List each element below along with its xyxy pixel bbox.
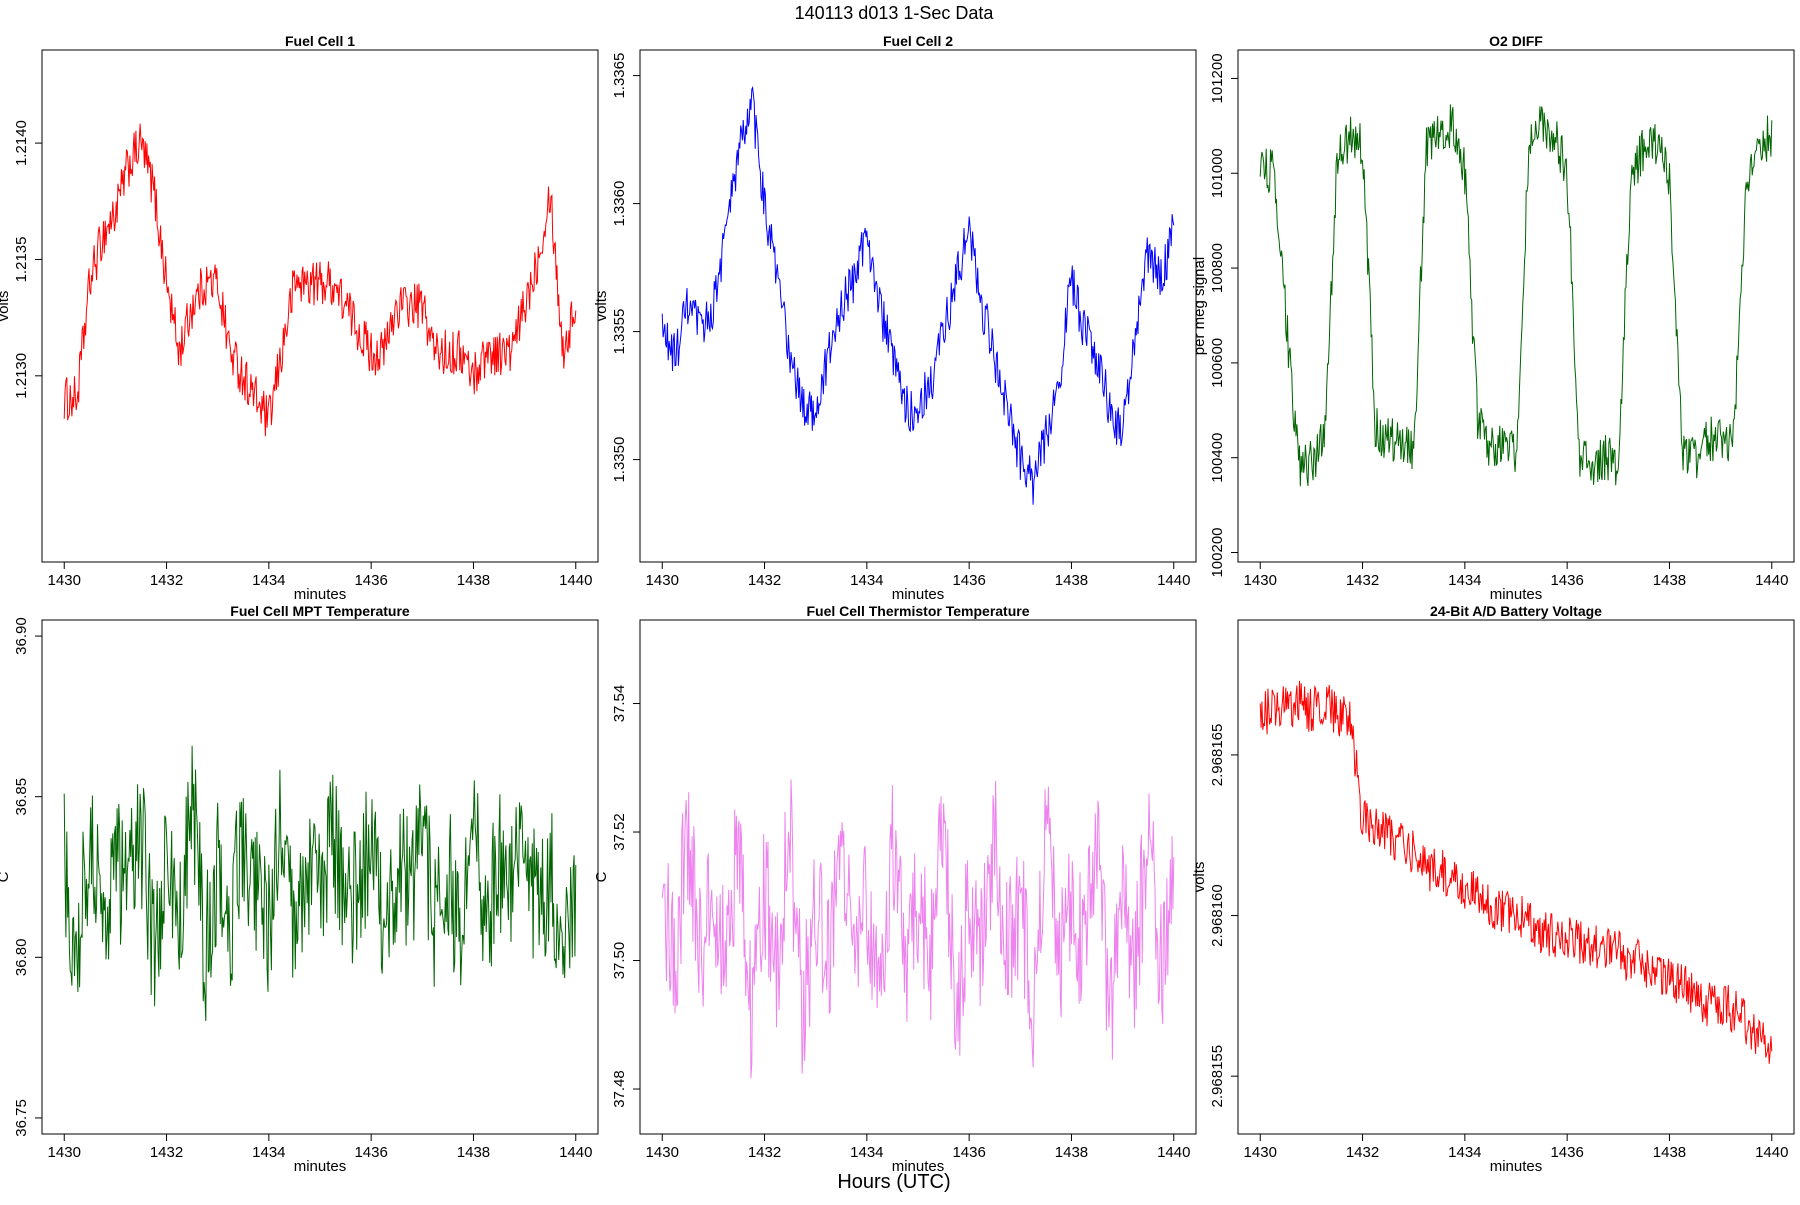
panel-title: Fuel Cell 1 — [285, 33, 355, 49]
y-tick-label: 100400 — [1209, 433, 1226, 483]
y-tick-label: 36.85 — [13, 778, 30, 816]
series-line — [661, 85, 1175, 505]
x-tick-label: 1440 — [1755, 572, 1788, 589]
x-tick-label: 1434 — [850, 572, 883, 589]
chart-panel-5: Fuel Cell Thermistor Temperature 1430 1432… — [593, 603, 1197, 1175]
panel-title: Fuel Cell 2 — [883, 33, 953, 49]
y-tick-label: 100600 — [1209, 338, 1226, 388]
figure-xlabel: Hours (UTC) — [837, 1171, 950, 1193]
x-tick-label: 1434 — [252, 572, 285, 589]
x-tick-label: 1434 — [252, 1144, 285, 1161]
x-axis-label: minutes — [892, 1158, 945, 1175]
y-tick-label: 37.50 — [611, 942, 628, 980]
y-tick-label: 2.968155 — [1209, 1045, 1226, 1108]
x-tick-label: 1438 — [1653, 572, 1686, 589]
y-tick-label: 100200 — [1209, 527, 1226, 577]
y-tick-label: 2.968160 — [1209, 884, 1226, 947]
series-line — [661, 779, 1175, 1079]
x-axis-label: minutes — [1490, 586, 1543, 603]
y-tick-label: 37.54 — [611, 685, 628, 723]
x-tick-label: 1438 — [1055, 1144, 1088, 1161]
series-line — [1259, 104, 1773, 487]
figure-title: 140113 d013 1-Sec Data — [795, 3, 995, 23]
x-tick-label: 1436 — [952, 1144, 985, 1161]
x-tick-label: 1440 — [1157, 1144, 1190, 1161]
chart-panel-2: Fuel Cell 2 1430 1432 1434 1436 1438 1440 minut… — [593, 33, 1197, 603]
y-tick-label: 37.52 — [611, 813, 628, 851]
x-tick-label: 1438 — [457, 1144, 490, 1161]
x-tick-label: 1436 — [354, 1144, 387, 1161]
y-axis-label: C — [0, 871, 12, 882]
x-tick-label: 1434 — [1448, 572, 1481, 589]
x-axis-label: minutes — [892, 586, 945, 603]
y-tick-label: 101200 — [1209, 53, 1226, 103]
x-tick-label: 1434 — [850, 1144, 883, 1161]
x-tick-label: 1440 — [1157, 572, 1190, 589]
x-tick-label: 1432 — [748, 1144, 781, 1161]
x-tick-label: 1430 — [1244, 572, 1277, 589]
x-tick-label: 1430 — [48, 1144, 81, 1161]
panel-title: O2 DIFF — [1489, 33, 1543, 49]
y-axis-label: per meg signal — [1191, 257, 1208, 355]
y-tick-label: 100800 — [1209, 243, 1226, 293]
x-tick-label: 1432 — [150, 572, 183, 589]
y-tick-label: 36.80 — [13, 939, 30, 977]
series-line — [63, 123, 577, 437]
y-axis-label: volts — [1191, 862, 1208, 893]
x-tick-label: 1438 — [457, 572, 490, 589]
x-tick-label: 1430 — [1244, 1144, 1277, 1161]
panel-title: 24-Bit A/D Battery Voltage — [1430, 603, 1602, 619]
series-line — [1259, 680, 1773, 1064]
x-tick-label: 1434 — [1448, 1144, 1481, 1161]
x-tick-label: 1430 — [646, 1144, 679, 1161]
x-axis-label: minutes — [1490, 1158, 1543, 1175]
y-tick-label: 1.3355 — [611, 309, 628, 355]
y-axis-label: volts — [593, 291, 610, 322]
y-tick-label: 36.75 — [13, 1099, 30, 1137]
x-tick-label: 1436 — [1550, 572, 1583, 589]
x-tick-label: 1430 — [646, 572, 679, 589]
y-tick-label: 1.2135 — [13, 237, 30, 283]
y-tick-label: 1.3365 — [611, 53, 628, 99]
x-tick-label: 1440 — [559, 572, 592, 589]
x-tick-label: 1430 — [48, 572, 81, 589]
panel-title: Fuel Cell MPT Temperature — [230, 603, 410, 619]
x-axis-label: minutes — [294, 586, 347, 603]
panels-group: Fuel Cell 1 1430 1432 1434 1436 1438 1440 minut… — [0, 33, 1795, 1175]
x-tick-label: 1438 — [1055, 572, 1088, 589]
y-tick-label: 1.2140 — [13, 120, 30, 166]
chart-panel-1: Fuel Cell 1 1430 1432 1434 1436 1438 1440 minut… — [0, 33, 599, 603]
panel-title: Fuel Cell Thermistor Temperature — [806, 603, 1029, 619]
x-axis-label: minutes — [294, 1158, 347, 1175]
series-line — [63, 745, 577, 1022]
chart-panel-3: O2 DIFF 1430 1432 1434 1436 1438 1440 minutes 10… — [1191, 33, 1795, 603]
y-tick-label: 1.3360 — [611, 181, 628, 227]
x-tick-label: 1432 — [150, 1144, 183, 1161]
x-tick-label: 1432 — [1346, 572, 1379, 589]
x-tick-label: 1440 — [1755, 1144, 1788, 1161]
x-tick-label: 1440 — [559, 1144, 592, 1161]
chart-panel-4: Fuel Cell MPT Temperature 1430 1432 1434 143… — [0, 603, 599, 1175]
y-tick-label: 2.968165 — [1209, 724, 1226, 787]
x-tick-label: 1436 — [354, 572, 387, 589]
x-tick-label: 1438 — [1653, 1144, 1686, 1161]
y-axis-label: C — [593, 871, 610, 882]
y-tick-label: 37.48 — [611, 1070, 628, 1108]
y-tick-label: 36.90 — [13, 617, 30, 655]
chart-panel-6: 24-Bit A/D Battery Voltage 1430 1432 1434 14… — [1191, 603, 1795, 1175]
x-tick-label: 1436 — [1550, 1144, 1583, 1161]
y-tick-label: 101000 — [1209, 148, 1226, 198]
x-tick-label: 1436 — [952, 572, 985, 589]
y-tick-label: 1.2130 — [13, 353, 30, 399]
y-tick-label: 1.3350 — [611, 437, 628, 483]
y-axis-label: volts — [0, 291, 12, 322]
x-tick-label: 1432 — [1346, 1144, 1379, 1161]
x-tick-label: 1432 — [748, 572, 781, 589]
